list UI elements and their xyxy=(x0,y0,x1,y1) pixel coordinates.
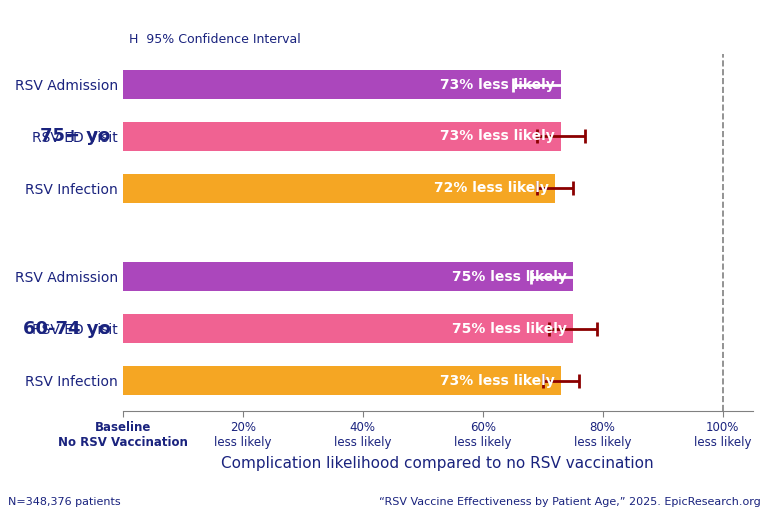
Text: “RSV Vaccine Effectiveness by Patient Age,” 2025. EpicResearch.org: “RSV Vaccine Effectiveness by Patient Ag… xyxy=(379,497,760,507)
Bar xyxy=(123,314,573,343)
Text: N=348,376 patients: N=348,376 patients xyxy=(8,497,121,507)
Text: 72% less likely: 72% less likely xyxy=(434,181,548,196)
Bar xyxy=(123,70,561,99)
Text: 73% less likely: 73% less likely xyxy=(440,374,554,388)
Bar xyxy=(123,366,561,395)
Text: 75% less likely: 75% less likely xyxy=(452,322,567,335)
Bar xyxy=(123,262,573,291)
Text: 73% less likely: 73% less likely xyxy=(440,130,554,143)
Text: 75% less likely: 75% less likely xyxy=(452,270,567,284)
Text: 73% less likely: 73% less likely xyxy=(440,77,554,92)
Text: 75+ yo: 75+ yo xyxy=(40,127,111,145)
Text: 60-74 yo: 60-74 yo xyxy=(22,319,111,337)
Bar xyxy=(123,122,561,151)
Text: H  95% Confidence Interval: H 95% Confidence Interval xyxy=(129,33,301,46)
Bar xyxy=(123,174,554,203)
X-axis label: Complication likelihood compared to no RSV vaccination: Complication likelihood compared to no R… xyxy=(221,456,654,472)
